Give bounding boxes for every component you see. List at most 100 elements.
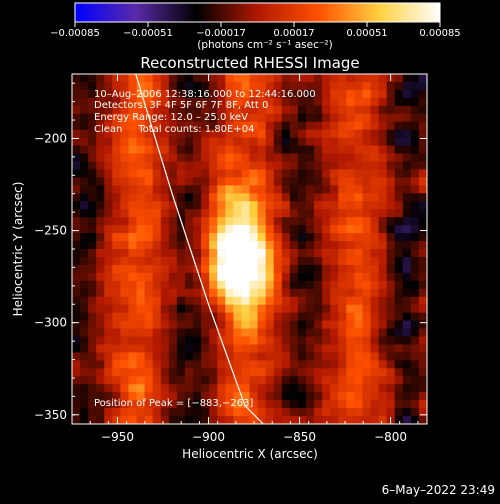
heatmap-cell <box>184 137 194 147</box>
heatmap-cell <box>249 81 259 91</box>
heatmap-cell <box>273 89 283 99</box>
heatmap-cell <box>201 233 210 242</box>
heatmap-cell <box>418 288 427 298</box>
heatmap-cell <box>281 408 291 417</box>
heatmap-cell <box>370 264 380 274</box>
heatmap-cell <box>201 129 210 139</box>
heatmap-cell <box>233 360 243 369</box>
heatmap-cell <box>152 264 162 274</box>
heatmap-cell <box>346 384 355 393</box>
heatmap-cell <box>233 336 243 346</box>
heatmap-cell <box>201 400 210 409</box>
heatmap-cell <box>386 368 396 377</box>
heatmap-cell <box>265 328 275 338</box>
heatmap-cell <box>225 81 234 91</box>
heatmap-cell <box>201 153 210 163</box>
heatmap-cell <box>112 408 122 417</box>
heatmap-cell <box>338 233 347 242</box>
heatmap-cell <box>72 368 81 377</box>
heatmap-cell <box>241 408 251 417</box>
heatmap-cell <box>152 201 162 210</box>
heatmap-cell <box>249 328 259 338</box>
heatmap-cell <box>418 74 427 83</box>
heatmap-cell <box>314 320 323 330</box>
heatmap-cell <box>120 193 130 202</box>
heatmap-cell <box>80 408 89 417</box>
heatmap-cell <box>128 416 138 424</box>
heatmap-cell <box>160 320 170 330</box>
heatmap-cell <box>297 256 307 266</box>
heatmap-cell <box>209 121 218 131</box>
heatmap-cell <box>168 376 178 385</box>
heatmap-cell <box>104 272 113 282</box>
heatmap-cell <box>305 312 315 322</box>
heatmap-cell <box>257 241 267 250</box>
heatmap-cell <box>362 368 372 377</box>
heatmap-cell <box>362 121 372 131</box>
heatmap-cell <box>201 185 210 194</box>
heatmap-cell <box>225 177 234 186</box>
heatmap-cell <box>281 209 291 218</box>
heatmap-cell <box>72 225 81 234</box>
heatmap-cell <box>209 288 218 298</box>
heatmap-cell <box>330 153 339 163</box>
heatmap-cell <box>72 320 81 330</box>
heatmap-cell <box>249 153 259 163</box>
heatmap-cell <box>88 105 97 115</box>
heatmap-cell <box>338 416 347 424</box>
heatmap-cell <box>346 280 355 290</box>
y-tick-label: −350 <box>34 408 67 422</box>
heatmap-cell <box>322 97 331 107</box>
heatmap-cell <box>88 153 97 163</box>
heatmap-cell <box>410 225 420 234</box>
heatmap-cell <box>297 121 307 131</box>
heatmap-cell <box>305 320 315 330</box>
heatmap-cell <box>193 193 202 202</box>
heatmap-cell <box>225 408 234 417</box>
heatmap-cell <box>378 97 388 107</box>
heatmap-cell <box>96 304 105 314</box>
heatmap-cell <box>217 233 226 242</box>
heatmap-cell <box>209 161 218 171</box>
heatmap-cell <box>249 408 259 417</box>
heatmap-cell <box>128 296 138 306</box>
heatmap-cell <box>330 304 339 314</box>
heatmap-cell <box>152 408 162 417</box>
heatmap-cell <box>265 81 275 91</box>
heatmap-cell <box>241 304 251 314</box>
heatmap-cell <box>386 217 396 226</box>
heatmap-cell <box>96 384 105 393</box>
heatmap-cell <box>338 304 347 314</box>
heatmap-cell <box>136 233 146 242</box>
heatmap-cell <box>314 97 323 107</box>
heatmap-cell <box>273 264 283 274</box>
heatmap-cell <box>314 336 323 346</box>
heatmap-cell <box>394 177 404 186</box>
heatmap-cell <box>257 121 267 131</box>
heatmap-cell <box>394 113 404 123</box>
heatmap-cell <box>72 264 81 274</box>
heatmap-cell <box>217 288 226 298</box>
heatmap-cell <box>402 376 412 385</box>
heatmap-cell <box>314 137 323 147</box>
heatmap-cell <box>168 360 178 369</box>
heatmap-cell <box>72 217 81 226</box>
heatmap-cell <box>273 392 283 401</box>
heatmap-cell <box>273 320 283 330</box>
heatmap-cell <box>402 225 412 234</box>
heatmap-cell <box>96 249 105 258</box>
heatmap-cell <box>273 129 283 139</box>
heatmap-cell <box>176 304 186 314</box>
heatmap-cell <box>362 280 372 290</box>
heatmap-cell <box>144 129 154 139</box>
heatmap-cell <box>136 304 146 314</box>
heatmap-cell <box>394 74 404 83</box>
heatmap-cell <box>104 264 113 274</box>
heatmap-cell <box>402 177 412 186</box>
heatmap-cell <box>104 209 113 218</box>
heatmap-cell <box>338 249 347 258</box>
heatmap-cell <box>330 296 339 306</box>
heatmap-cell <box>370 161 380 171</box>
heatmap-cell <box>225 249 234 258</box>
heatmap-cell <box>410 416 420 424</box>
